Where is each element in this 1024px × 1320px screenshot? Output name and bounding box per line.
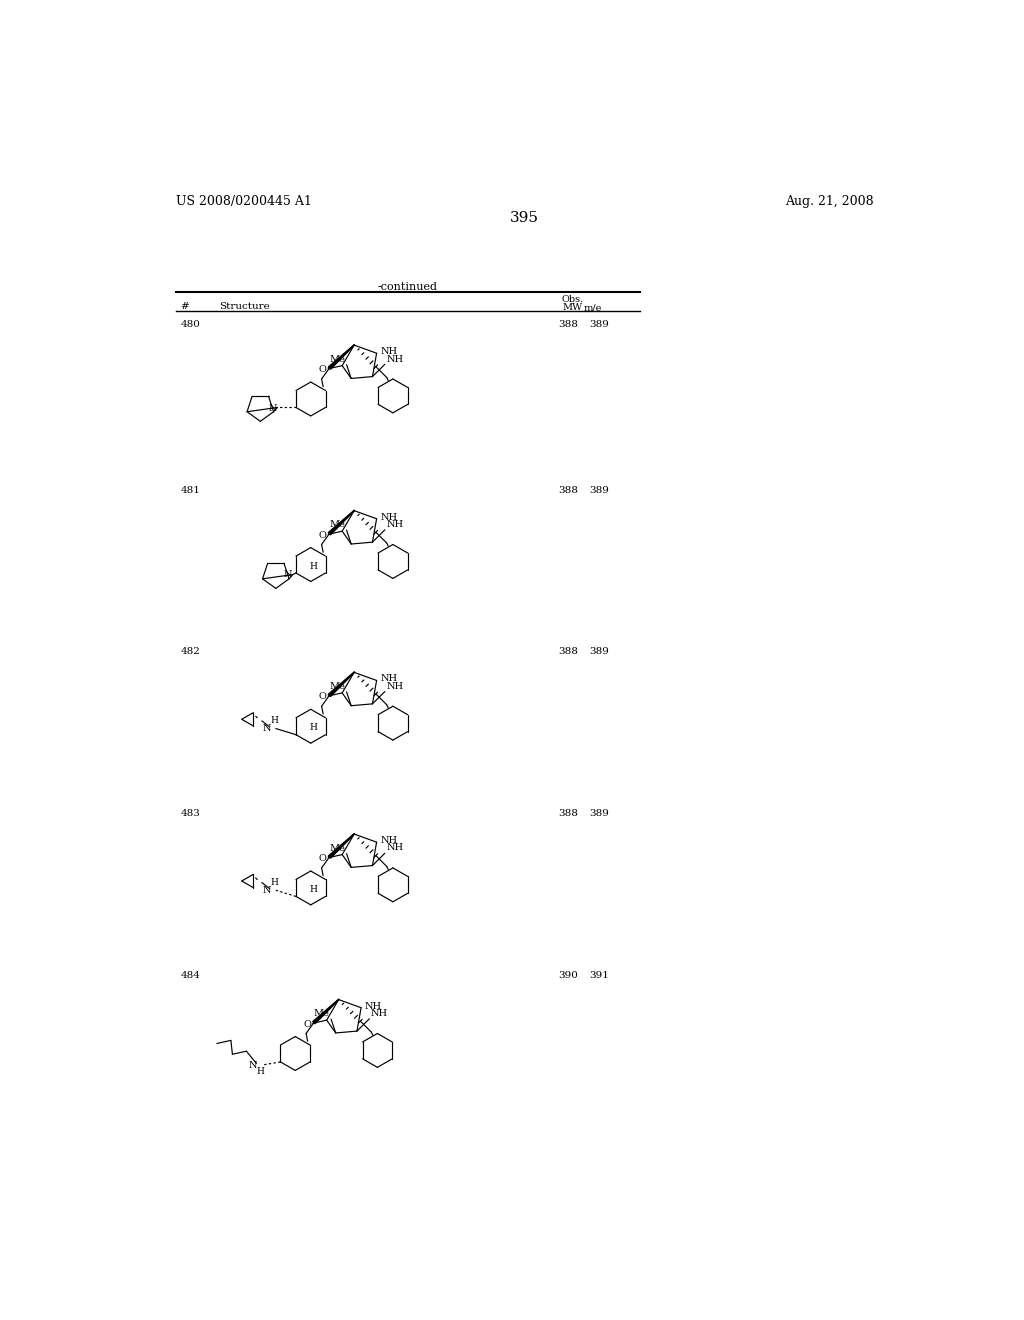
Text: Me: Me <box>329 520 345 529</box>
Text: 388: 388 <box>558 809 578 818</box>
Text: 389: 389 <box>589 647 609 656</box>
Text: NH: NH <box>381 512 397 521</box>
Polygon shape <box>329 511 354 535</box>
Text: 389: 389 <box>589 809 609 818</box>
Text: O: O <box>303 1019 311 1028</box>
Text: 482: 482 <box>180 647 201 656</box>
Text: Me: Me <box>329 355 345 364</box>
Text: 388: 388 <box>558 321 578 329</box>
Text: NH: NH <box>381 836 397 845</box>
Text: NH: NH <box>386 520 403 529</box>
Text: 483: 483 <box>180 809 201 818</box>
Text: 389: 389 <box>589 486 609 495</box>
Text: H: H <box>270 717 279 726</box>
Text: 388: 388 <box>558 647 578 656</box>
Text: Structure: Structure <box>219 302 269 310</box>
Polygon shape <box>312 999 339 1024</box>
Text: 389: 389 <box>589 321 609 329</box>
Text: N: N <box>263 886 271 895</box>
Text: Obs.: Obs. <box>562 296 585 305</box>
Text: Aug. 21, 2008: Aug. 21, 2008 <box>785 195 873 209</box>
Text: NH: NH <box>365 1002 382 1011</box>
Text: NH: NH <box>381 347 397 356</box>
Text: H: H <box>310 723 317 733</box>
Text: H: H <box>256 1067 264 1076</box>
Text: Me: Me <box>329 682 345 692</box>
Text: 391: 391 <box>589 970 609 979</box>
Text: O: O <box>318 366 327 374</box>
Text: N: N <box>263 725 271 733</box>
Text: H: H <box>310 884 317 894</box>
Text: m/e: m/e <box>584 304 602 312</box>
Text: NH: NH <box>386 843 403 853</box>
Polygon shape <box>329 345 354 370</box>
Text: O: O <box>318 531 327 540</box>
Text: 395: 395 <box>510 211 540 224</box>
Text: -continued: -continued <box>378 281 438 292</box>
Text: 481: 481 <box>180 486 201 495</box>
Text: 484: 484 <box>180 970 201 979</box>
Text: 388: 388 <box>558 486 578 495</box>
Polygon shape <box>329 834 354 858</box>
Text: N: N <box>249 1060 257 1069</box>
Polygon shape <box>329 672 354 697</box>
Text: N: N <box>284 570 292 579</box>
Text: Me: Me <box>313 1010 330 1018</box>
Text: NH: NH <box>381 675 397 684</box>
Text: Me: Me <box>329 843 345 853</box>
Text: #: # <box>180 302 189 310</box>
Text: H: H <box>270 878 279 887</box>
Text: NH: NH <box>386 355 403 363</box>
Text: H: H <box>310 561 317 570</box>
Text: 390: 390 <box>558 970 578 979</box>
Text: N: N <box>268 404 276 413</box>
Text: NH: NH <box>386 681 403 690</box>
Text: O: O <box>318 692 327 701</box>
Text: O: O <box>318 854 327 863</box>
Text: US 2008/0200445 A1: US 2008/0200445 A1 <box>176 195 312 209</box>
Text: MW: MW <box>562 304 582 312</box>
Text: NH: NH <box>371 1008 388 1018</box>
Text: 480: 480 <box>180 321 201 329</box>
